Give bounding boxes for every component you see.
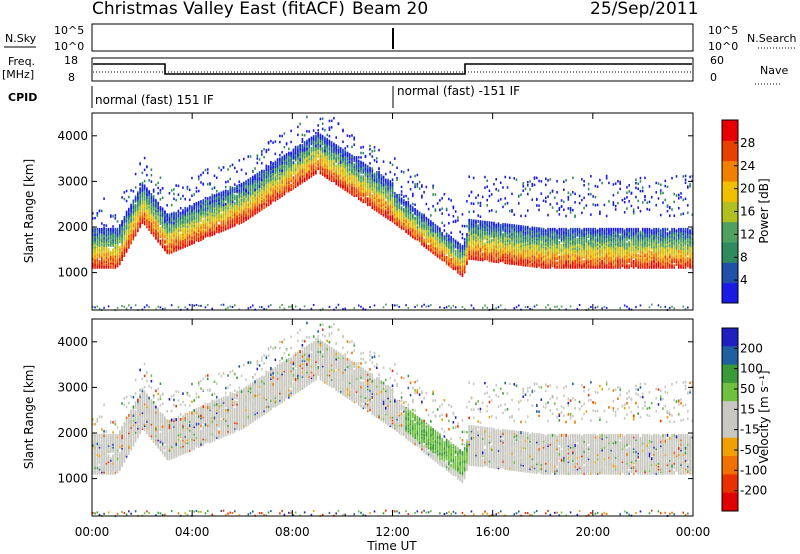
colorbar-segment xyxy=(722,120,738,141)
freq-trace xyxy=(93,63,692,75)
x-tick-label: 12:00 xyxy=(375,525,410,539)
colorbar-segment xyxy=(722,160,738,182)
velocity-heatmap-data xyxy=(92,321,694,518)
nave-label: Nave xyxy=(760,64,788,77)
nsky-top-tick: 10^5 xyxy=(54,24,84,37)
velocity-colorbar: 200 100 50 15 -15 -50 -100 -200 xyxy=(721,327,767,512)
velocity-colorbar-label: Velocity [m s⁻¹] xyxy=(757,370,771,463)
colorbar-segment xyxy=(722,456,738,475)
y-tick-label: 1000 xyxy=(57,472,88,486)
cpid-segment-1: normal (fast) 151 IF xyxy=(95,93,214,107)
power-y-axis: 1000 2000 3000 4000 xyxy=(57,129,693,280)
colorbar-segment xyxy=(722,401,738,420)
colorbar-segment xyxy=(722,181,738,202)
colorbar-tick-label: -15 xyxy=(740,423,760,437)
colorbar-segment xyxy=(722,140,738,162)
x-tick-label: 08:00 xyxy=(275,525,310,539)
colorbar-segment xyxy=(722,437,738,457)
power-heatmap-data xyxy=(92,115,694,312)
nsky-bottom-tick: 10^0 xyxy=(54,40,84,53)
nsky-label: N.Sky xyxy=(5,32,37,45)
y-tick-label: 1000 xyxy=(57,266,88,280)
colorbar-segment xyxy=(722,328,738,347)
y-tick-label: 3000 xyxy=(57,174,88,188)
velocity-ylabel: Slant Range [km] xyxy=(22,365,36,469)
colorbar-tick-label: -200 xyxy=(740,484,767,498)
nave-top-tick: 60 xyxy=(710,54,724,67)
colorbar-segment xyxy=(722,282,738,304)
colorbar-segment xyxy=(722,262,738,284)
x-tick-label: 00:00 xyxy=(75,525,110,539)
freq-bottom-tick: 8 xyxy=(68,71,75,84)
colorbar-tick-label: -100 xyxy=(740,463,767,477)
y-tick-label: 2000 xyxy=(57,426,88,440)
cpid-segment-2: normal (fast) -151 IF xyxy=(397,84,520,98)
nsearch-label: N.Search xyxy=(747,32,797,45)
freq-top-tick: 18 xyxy=(64,54,78,67)
y-tick-label: 2000 xyxy=(57,220,88,234)
date-label: 25/Sep/2011 xyxy=(590,0,698,19)
colorbar-tick-label: 12 xyxy=(740,227,755,241)
power-colorbar-label: Power [dB] xyxy=(757,178,771,243)
colorbar-segment xyxy=(722,201,738,223)
colorbar-tick-label: 100 xyxy=(740,362,763,376)
x-axis-label: Time UT xyxy=(366,539,417,553)
x-tick-label: 00:00 xyxy=(676,525,711,539)
velocity-y-axis: 1000 2000 3000 4000 xyxy=(57,335,693,486)
nsearch-bottom-tick: 10^0 xyxy=(708,40,738,53)
beam-label: Beam 20 xyxy=(352,0,428,19)
nsearch-top-tick: 10^5 xyxy=(708,24,738,37)
time-x-axis: 00:00 04:00 08:00 12:00 16:00 20:00 00:00 xyxy=(75,113,711,539)
colorbar-segment xyxy=(722,221,738,243)
colorbar-tick-label: 20 xyxy=(740,182,755,196)
nsky-panel-frame xyxy=(91,23,694,52)
x-tick-label: 04:00 xyxy=(175,525,210,539)
y-tick-label: 4000 xyxy=(57,129,88,143)
power-colorbar: 4 8 12 16 20 24 28 xyxy=(721,119,755,304)
colorbar-segment xyxy=(722,242,738,263)
colorbar-segment xyxy=(722,474,738,494)
colorbar-segment xyxy=(722,382,738,402)
colorbar-tick-label: 50 xyxy=(740,382,755,396)
colorbar-segment xyxy=(722,346,738,366)
nave-bottom-tick: 0 xyxy=(710,71,717,84)
colorbar-tick-label: 4 xyxy=(740,273,748,287)
colorbar-tick-label: 28 xyxy=(740,136,755,150)
colorbar-tick-label: -50 xyxy=(740,443,760,457)
power-ylabel: Slant Range [km] xyxy=(22,159,36,263)
freq-panel-frame xyxy=(91,57,694,82)
freq-unit-label: [MHz] xyxy=(2,68,34,81)
colorbar-segment xyxy=(722,364,738,384)
colorbar-tick-label: 15 xyxy=(740,402,755,416)
x-tick-label: 16:00 xyxy=(475,525,510,539)
chart-title: Christmas Valley East (fitACF) xyxy=(92,0,345,19)
colorbar-tick-label: 16 xyxy=(740,205,755,219)
colorbar-tick-label: 200 xyxy=(740,341,763,355)
colorbar-tick-label: 24 xyxy=(740,159,755,173)
colorbar-frame xyxy=(721,327,739,512)
colorbar-tick-label: 8 xyxy=(740,250,748,264)
x-tick-label: 20:00 xyxy=(576,525,611,539)
y-tick-label: 3000 xyxy=(57,380,88,394)
y-tick-label: 4000 xyxy=(57,335,88,349)
colorbar-segment xyxy=(722,492,738,512)
colorbar-segment xyxy=(722,419,738,439)
cpid-label: CPID xyxy=(8,91,37,104)
freq-label: Freq. xyxy=(8,55,35,68)
